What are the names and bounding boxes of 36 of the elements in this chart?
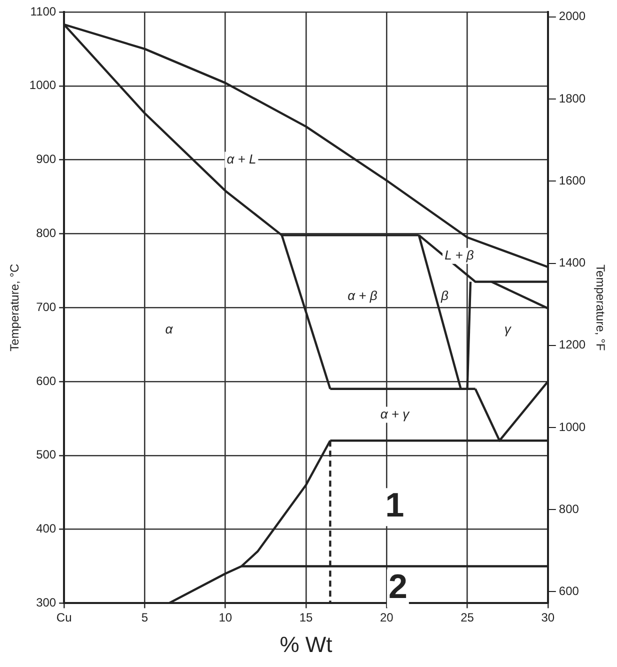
y2-tick-label: 1800	[558, 91, 586, 106]
y2-tick-label: 1400	[558, 256, 586, 270]
x-tick-label: 5	[141, 610, 148, 625]
annotation: L + β	[444, 247, 474, 262]
y-tick-label: 1100	[30, 4, 56, 18]
annotation: α + β	[348, 288, 378, 304]
x-tick-label: 20	[380, 610, 394, 625]
y-tick-label: 700	[36, 300, 56, 314]
y2-axis-title: Temperature, °F	[593, 264, 608, 351]
y-tick-label: 900	[36, 152, 56, 166]
y-tick-label: 500	[36, 448, 56, 462]
x-tick-label: 30	[541, 610, 555, 625]
x-axis-title: % Wt	[280, 632, 332, 657]
y-tick-label: 1000	[29, 78, 56, 92]
y-tick-label: 600	[36, 374, 56, 388]
x-tick-label: 10	[218, 610, 232, 625]
x-tick-label: Cu	[56, 610, 72, 625]
y-tick-label: 400	[36, 522, 56, 536]
annotation: α	[165, 321, 174, 336]
annotation: 1	[385, 486, 404, 525]
annotation: α + L	[226, 151, 256, 166]
y2-tick-label: 800	[558, 502, 580, 516]
y2-tick-label: 600	[558, 584, 580, 598]
annotation: γ	[504, 321, 512, 336]
y2-tick-label: 1200	[558, 338, 586, 352]
y-tick-label: 800	[36, 226, 56, 240]
y-axis-title: Temperature, °C	[8, 264, 22, 352]
y-tick-label: 300	[36, 596, 56, 610]
annotation: 2	[388, 568, 408, 606]
annotation: α + γ	[380, 406, 411, 422]
y2-tick-label: 1000	[558, 420, 586, 434]
annotation: β	[440, 288, 449, 304]
y2-tick-label: 1600	[558, 173, 586, 188]
x-tick-label: 15	[299, 610, 313, 625]
y2-tick-label: 2000	[558, 9, 586, 24]
x-tick-label: 25	[460, 610, 474, 625]
